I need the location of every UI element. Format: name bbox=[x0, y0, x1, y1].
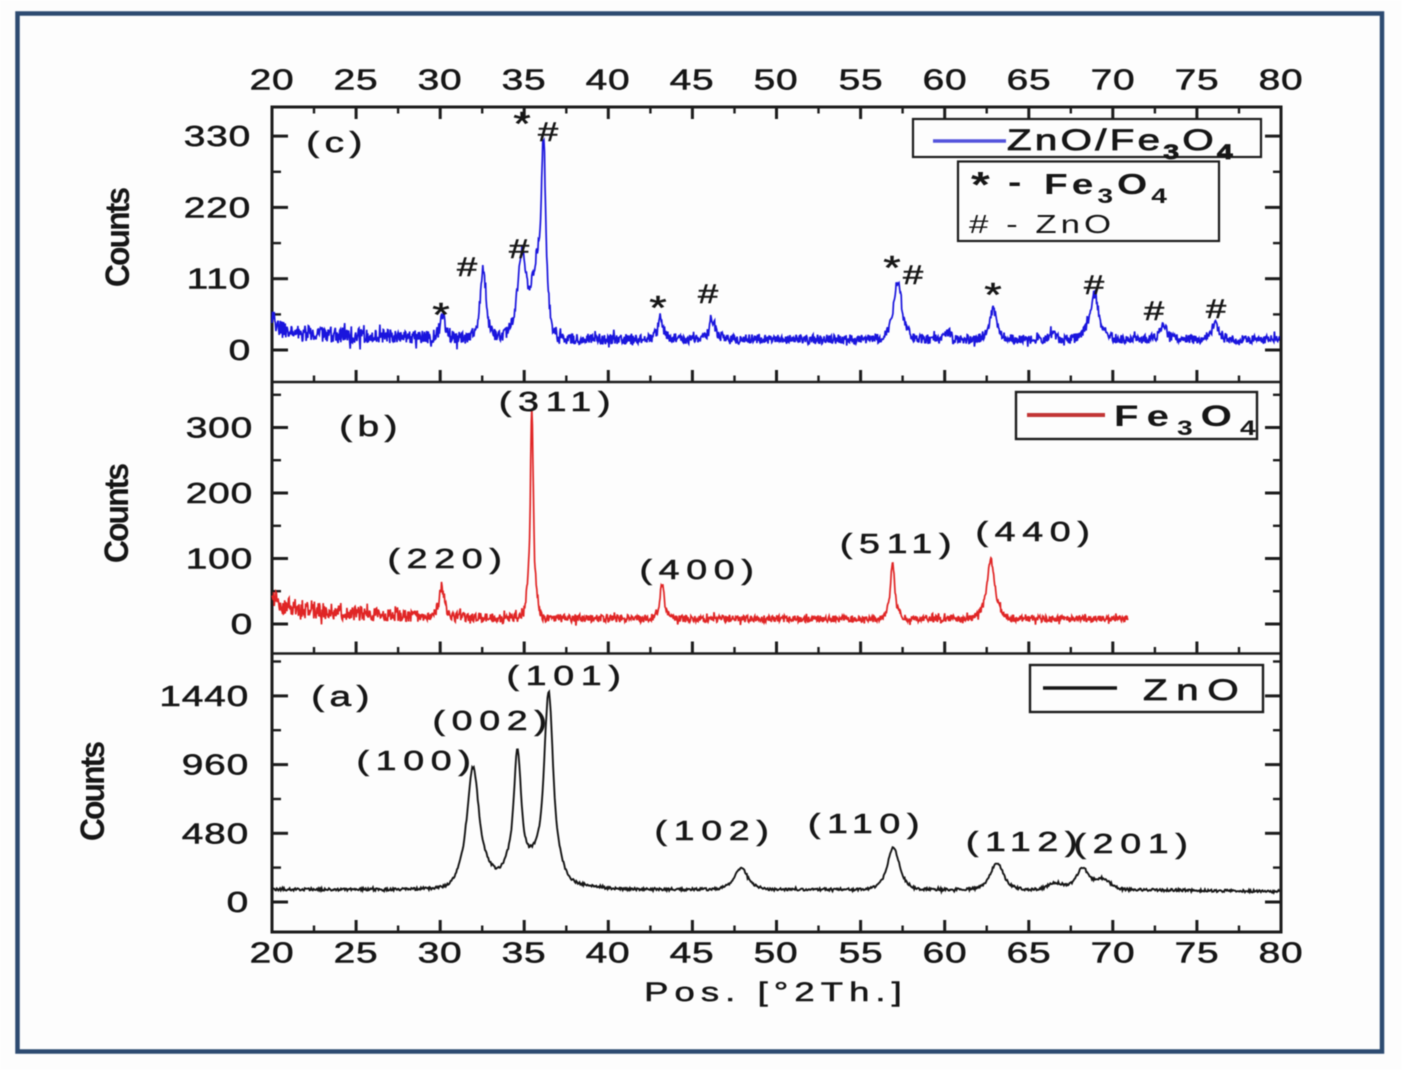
svg-text:Pos. [°2Th.]: Pos. [°2Th.] bbox=[644, 977, 908, 1007]
svg-text:Counts: Counts bbox=[99, 187, 137, 287]
svg-text:*: * bbox=[883, 250, 900, 286]
svg-text:100: 100 bbox=[186, 543, 253, 575]
svg-text:80: 80 bbox=[1259, 64, 1304, 96]
svg-text:200: 200 bbox=[186, 478, 253, 510]
svg-text:80: 80 bbox=[1259, 937, 1304, 969]
svg-text:45: 45 bbox=[670, 937, 715, 969]
svg-text:(a): (a) bbox=[311, 681, 375, 713]
svg-text:55: 55 bbox=[839, 937, 884, 969]
svg-text:60: 60 bbox=[923, 64, 968, 96]
svg-text:20: 20 bbox=[250, 64, 295, 96]
svg-text:25: 25 bbox=[334, 64, 379, 96]
svg-text:35: 35 bbox=[502, 937, 547, 969]
svg-text:(b): (b) bbox=[339, 411, 403, 443]
svg-text:(110): (110) bbox=[808, 808, 926, 839]
svg-text:(112): (112) bbox=[966, 826, 1084, 857]
svg-text:960: 960 bbox=[182, 749, 249, 781]
svg-text:75: 75 bbox=[1175, 64, 1220, 96]
svg-text:35: 35 bbox=[502, 64, 547, 96]
svg-text:Counts: Counts bbox=[98, 463, 136, 563]
svg-text:50: 50 bbox=[754, 937, 799, 969]
svg-text:1440: 1440 bbox=[159, 681, 249, 713]
svg-text:(002): (002) bbox=[432, 705, 553, 736]
svg-text:#: # bbox=[538, 116, 558, 146]
svg-text:220: 220 bbox=[184, 192, 251, 224]
svg-text:*: * bbox=[513, 106, 530, 142]
svg-text:(440): (440) bbox=[975, 516, 1096, 547]
svg-text:#: # bbox=[509, 233, 529, 263]
svg-text:50: 50 bbox=[754, 64, 799, 96]
svg-text:(311): (311) bbox=[499, 386, 617, 417]
svg-text:#: # bbox=[698, 278, 718, 308]
svg-text:0: 0 bbox=[227, 887, 249, 919]
svg-text:0: 0 bbox=[231, 609, 253, 641]
svg-text:(511): (511) bbox=[840, 528, 958, 559]
svg-text:*: * bbox=[649, 290, 666, 326]
svg-text:(100): (100) bbox=[356, 745, 477, 776]
svg-text:45: 45 bbox=[670, 64, 715, 96]
svg-text:#: # bbox=[457, 251, 477, 281]
svg-text:#: # bbox=[1084, 269, 1104, 299]
svg-text:60: 60 bbox=[923, 937, 968, 969]
svg-text:70: 70 bbox=[1091, 64, 1136, 96]
svg-text:65: 65 bbox=[1007, 64, 1052, 96]
svg-text:30: 30 bbox=[418, 64, 463, 96]
svg-text:75: 75 bbox=[1175, 937, 1220, 969]
svg-text:ZnO: ZnO bbox=[1143, 673, 1247, 707]
svg-text:25: 25 bbox=[334, 937, 379, 969]
svg-text:-: - bbox=[1008, 165, 1021, 199]
svg-text:30: 30 bbox=[418, 937, 463, 969]
svg-text:330: 330 bbox=[184, 121, 251, 153]
svg-text:# - ZnO: # - ZnO bbox=[969, 209, 1115, 239]
svg-text:(101): (101) bbox=[506, 660, 627, 691]
svg-text:(201): (201) bbox=[1073, 828, 1194, 859]
svg-text:65: 65 bbox=[1007, 937, 1052, 969]
svg-text:*: * bbox=[971, 165, 990, 206]
svg-text:*: * bbox=[432, 297, 449, 333]
svg-text:0: 0 bbox=[229, 335, 251, 367]
svg-text:*: * bbox=[984, 277, 1001, 313]
svg-text:#: # bbox=[1206, 293, 1226, 323]
svg-text:55: 55 bbox=[839, 64, 884, 96]
svg-text:(102): (102) bbox=[654, 815, 775, 846]
svg-text:(c): (c) bbox=[306, 127, 367, 159]
svg-text:Counts: Counts bbox=[74, 741, 112, 841]
svg-text:300: 300 bbox=[186, 412, 253, 444]
svg-text:#: # bbox=[1144, 295, 1164, 325]
svg-text:480: 480 bbox=[182, 818, 249, 850]
svg-text:(220): (220) bbox=[387, 543, 508, 574]
svg-text:70: 70 bbox=[1091, 937, 1136, 969]
svg-text:20: 20 bbox=[250, 937, 295, 969]
svg-text:40: 40 bbox=[586, 937, 631, 969]
svg-text:#: # bbox=[903, 259, 923, 289]
svg-text:40: 40 bbox=[586, 64, 631, 96]
svg-text:110: 110 bbox=[187, 263, 251, 295]
svg-text:(400): (400) bbox=[639, 554, 760, 585]
